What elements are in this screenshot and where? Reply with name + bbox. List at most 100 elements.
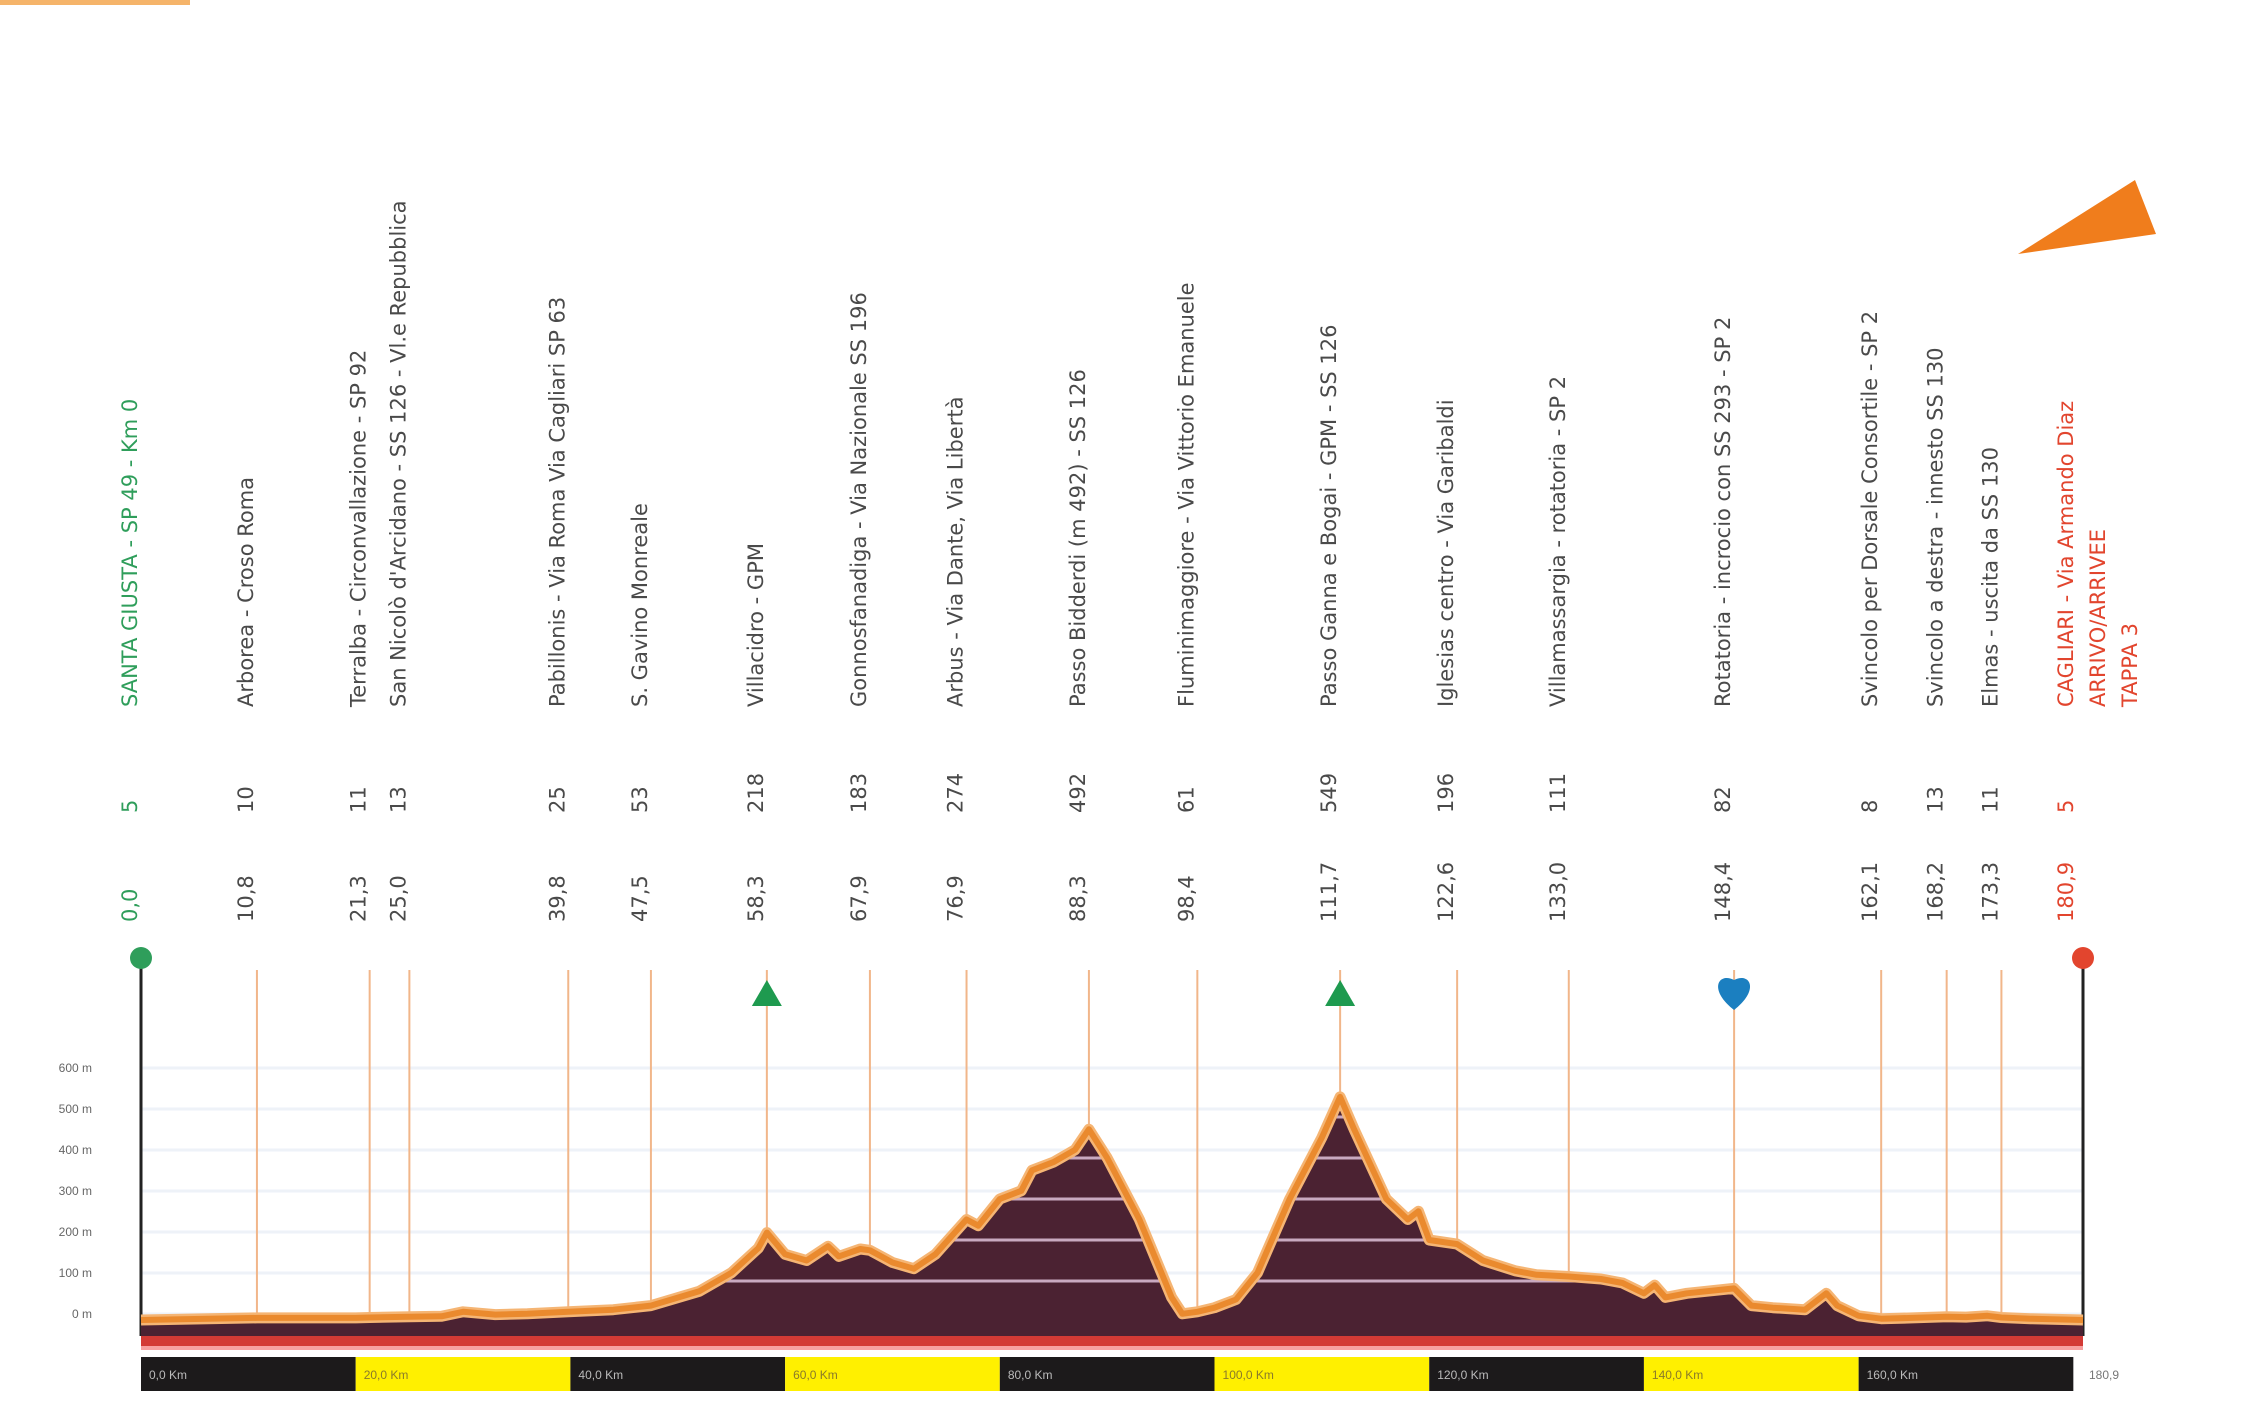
station-altitude: 53 [628,786,652,813]
station-km: 111,7 [1317,862,1341,922]
station-km: 180,9 [2054,862,2078,922]
station-km: 25,0 [386,875,410,922]
station-km: 162,1 [1858,862,1882,922]
station-name: S. Gavino Monreale [628,503,652,707]
station-altitude: 196 [1434,773,1458,813]
station-name: Pabillonis - Via Roma Via Cagliari SP 63 [545,297,569,707]
km-bar-label: 60,0 Km [793,1368,838,1382]
station-altitude: 492 [1066,773,1090,813]
y-tick-label: 600 m [59,1061,92,1075]
road-strip [141,1336,2083,1346]
station-name: Gonnosfanadiga - Via Nazionale SS 196 [847,292,871,707]
station-km: 39,8 [545,875,569,922]
km-bar-label: 120,0 Km [1437,1368,1488,1382]
km-bar-segment [1429,1357,1644,1391]
station-name: Passo Ganna e Bogai - GPM - SS 126 [1317,324,1341,707]
station-km: 47,5 [628,875,652,922]
station-name: Terralba - Circonvallazione - SP 92 [347,350,371,708]
finish-flag-icon [2018,180,2156,254]
station-km: 173,3 [1978,862,2002,922]
station-km: 76,9 [944,875,968,922]
km-bar-segment [1858,1357,2074,1391]
station-altitude: 183 [847,773,871,813]
road-strip-edge [141,1346,2083,1350]
station-km: 148,4 [1711,862,1735,922]
profile-fill [141,1096,2083,1336]
feed-zone-icon [1718,978,1751,1010]
station-name: Fluminimaggiore - Via Vittorio Emanuele [1174,282,1198,707]
station-name: Svincolo a destra - innesto SS 130 [1924,347,1948,707]
station-km: 67,9 [847,875,871,922]
km-bar-segment [1214,1357,1430,1391]
station-name: Elmas - uscita da SS 130 [1978,447,2002,707]
y-tick-label: 400 m [59,1143,92,1157]
y-tick-label: 100 m [59,1266,92,1280]
station-altitude: 5 [118,800,142,813]
station-name: ARRIVO/ARRIVEE [2086,529,2110,707]
km-bar: 0,0 Km 20,0 Km 40,0 Km 60,0 Km 80,0 Km 100,0 … [141,1357,2119,1391]
station-name: Arborea - Croso Roma [234,477,258,707]
station-name: San Nicolò d'Arcidano - SS 126 - Vl.e Re… [386,200,410,707]
km-bar-segment [999,1357,1215,1391]
finish-marker-icon [2072,947,2094,969]
station-altitude: 13 [1924,786,1948,813]
station-altitude: 11 [347,786,371,813]
station-altitude: 218 [744,773,768,813]
y-tick-label: 200 m [59,1225,92,1239]
y-axis: 0 m 100 m 200 m 300 m 400 m 500 m 600 m [59,1061,92,1321]
km-bar-segment [355,1357,571,1391]
station-altitude: 274 [944,773,968,813]
station-name: Passo Bidderdi (m 492) - SS 126 [1066,369,1090,707]
station-altitude: 5 [2054,800,2078,813]
gpm-triangle-icon [1325,980,1356,1006]
station-altitude: 25 [545,786,569,813]
station-labels: 0,0 5 SANTA GIUSTA - SP 49 - Km 0 10,8 10 Arb… [118,200,2142,922]
station-name: Villacidro - GPM [744,543,768,707]
start-marker-icon [130,947,152,969]
station-altitude: 82 [1711,786,1735,813]
station-name: CAGLIARI - Via Armando Diaz [2054,401,2078,707]
station-name: Arbus - Via Dante, Via Libertà [944,397,968,707]
station-name: Svincolo per Dorsale Consortile - SP 2 [1858,311,1882,707]
station-km: 88,3 [1066,875,1090,922]
station-name: SANTA GIUSTA - SP 49 - Km 0 [118,399,142,707]
station-name: TAPPA 3 [2118,623,2142,708]
km-bar-label: 160,0 Km [1867,1368,1918,1382]
station-name: Iglesias centro - Via Garibaldi [1434,399,1458,707]
station-km: 10,8 [234,875,258,922]
elevation-profile [140,1091,2084,1350]
station-name: Rotatoria - incrocio con SS 293 - SP 2 [1711,317,1735,707]
station-altitude: 61 [1174,786,1198,813]
station-km: 133,0 [1546,862,1570,922]
y-tick-label: 300 m [59,1184,92,1198]
station-altitude: 8 [1858,800,1882,813]
station-km: 98,4 [1174,875,1198,922]
station-markers [130,947,2094,1010]
station-altitude: 549 [1317,773,1341,813]
km-bar-label: 0,0 Km [149,1368,187,1382]
profile-outline [140,1093,2084,1323]
km-bar-end-label: 180,9 [2089,1368,2119,1382]
station-altitude: 11 [1978,786,2002,813]
km-bar-segment [785,1357,1000,1391]
station-altitude: 13 [386,786,410,813]
y-tick-label: 0 m [72,1307,92,1321]
station-altitude: 10 [234,786,258,813]
station-km: 168,2 [1924,862,1948,922]
km-bar-segment [570,1357,786,1391]
km-bar-label: 100,0 Km [1223,1368,1274,1382]
gpm-triangle-icon [751,980,782,1006]
y-tick-label: 500 m [59,1102,92,1116]
station-altitude: 111 [1546,773,1570,813]
top-accent [0,0,190,5]
station-name: Villamassargia - rotatoria - SP 2 [1546,376,1570,707]
km-bar-label: 20,0 Km [364,1368,409,1382]
km-bar-segment [1643,1357,1859,1391]
km-bar-label: 80,0 Km [1008,1368,1053,1382]
station-km: 0,0 [118,889,142,922]
km-bar-label: 40,0 Km [578,1368,623,1382]
station-km: 21,3 [347,875,371,922]
station-km: 58,3 [744,875,768,922]
km-bar-segment [141,1357,356,1391]
